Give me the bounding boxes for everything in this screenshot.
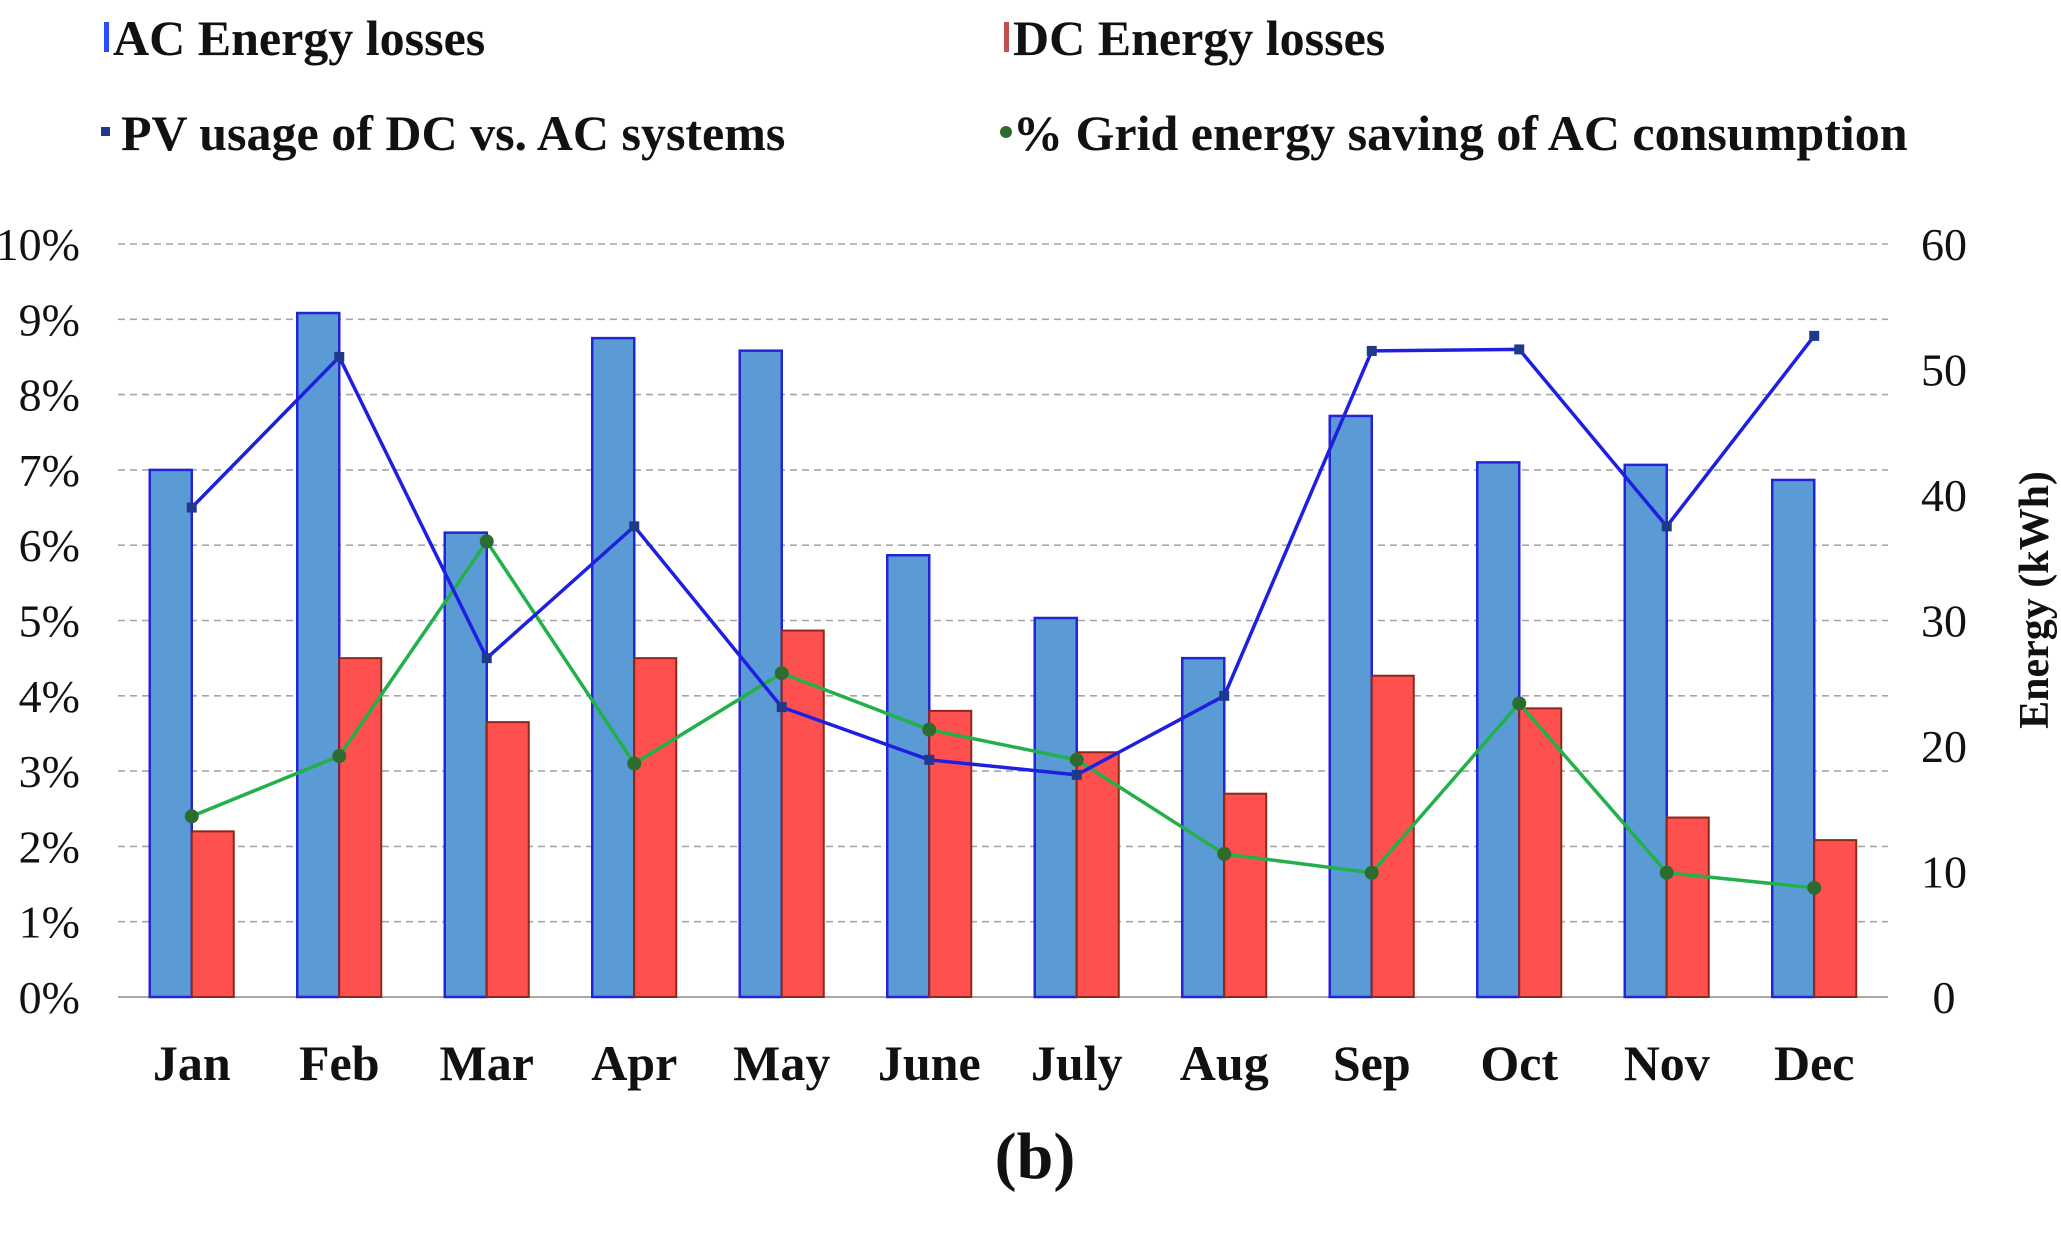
x-category-label: Aug [1180, 1035, 1269, 1091]
left-tick-label: 6% [19, 520, 80, 571]
x-category-label: Jan [153, 1035, 231, 1091]
line-grid-energy-saving [191, 539, 1815, 890]
bar-dc-energy-losses [1223, 792, 1268, 998]
point-grid-energy-saving [1364, 865, 1379, 880]
bar-dc-energy-losses [1518, 707, 1563, 998]
right-tick-label: 20 [1921, 721, 1967, 772]
line-series [184, 330, 1822, 895]
point-pv-usage [1219, 690, 1230, 701]
bar-dc-energy-losses [1813, 839, 1858, 998]
point-pv-usage [1366, 345, 1377, 356]
x-category-label: Apr [591, 1035, 677, 1091]
point-grid-energy-saving [627, 756, 642, 771]
point-pv-usage [629, 521, 640, 532]
bar-ac-energy-losses [738, 349, 783, 999]
legend-marker-pv-usage [101, 127, 110, 136]
x-category-label: June [878, 1035, 981, 1091]
right-tick-label: 10 [1921, 847, 1967, 898]
point-pv-usage [924, 754, 935, 765]
bar-dc-energy-losses [485, 721, 530, 999]
x-category-label: Oct [1480, 1035, 1558, 1091]
right-tick-label: 40 [1921, 470, 1967, 521]
point-pv-usage [776, 702, 787, 713]
left-tick-label: 8% [19, 370, 80, 421]
bar-ac-energy-losses [886, 553, 931, 999]
left-tick-label: 3% [19, 746, 80, 797]
bar-ac-energy-losses [1623, 463, 1668, 999]
left-tick-label: 0% [19, 972, 80, 1023]
bar-ac-energy-losses [148, 468, 193, 999]
bar-dc-energy-losses [1075, 751, 1120, 999]
bar-ac-energy-losses [591, 336, 636, 999]
legend-label-ac-losses: AC Energy losses [113, 10, 485, 66]
x-category-label: Dec [1774, 1035, 1855, 1091]
legend-label-grid-saving: % Grid energy saving of AC consumption [1013, 105, 1908, 161]
bar-ac-energy-losses [1033, 616, 1078, 999]
point-grid-energy-saving [332, 749, 347, 764]
point-pv-usage [186, 502, 197, 513]
legend-label-dc-losses: DC Energy losses [1013, 10, 1385, 66]
point-pv-usage [1071, 769, 1082, 780]
left-tick-label: 1% [19, 897, 80, 948]
legend-label-pv-usage: PV usage of DC vs. AC systems [121, 105, 785, 161]
x-category-label: July [1031, 1035, 1123, 1091]
axis-ticks: 0% 1% 2% 3% 4% 5% 6% 7% 8% 9% 10% 0 10 20 30 40 50 60 Jan F… [0, 219, 1967, 1091]
point-grid-energy-saving [1512, 696, 1527, 711]
figure-caption: (b) [995, 1120, 1076, 1193]
bar-dc-energy-losses [928, 709, 973, 998]
x-category-label: Feb [299, 1035, 380, 1091]
point-pv-usage [1661, 521, 1672, 532]
right-tick-label: 60 [1921, 219, 1967, 270]
left-tick-label: 4% [19, 671, 80, 722]
x-category-label: Mar [440, 1035, 534, 1091]
legend: AC Energy losses DC Energy losses PV usa… [101, 10, 1908, 161]
point-grid-energy-saving [1807, 880, 1822, 895]
right-tick-label: 0 [1933, 972, 1956, 1023]
bar-ac-energy-losses [1771, 478, 1816, 999]
right-tick-label: 30 [1921, 596, 1967, 647]
point-grid-energy-saving [1659, 865, 1674, 880]
point-grid-energy-saving [479, 534, 494, 549]
x-category-label: Nov [1624, 1035, 1710, 1091]
gridlines [118, 243, 1888, 998]
bar-dc-energy-losses [1665, 816, 1710, 998]
point-pv-usage [1809, 330, 1820, 341]
bar-dc-energy-losses [338, 657, 383, 999]
left-tick-label: 10% [0, 219, 80, 270]
point-grid-energy-saving [774, 666, 789, 681]
point-grid-energy-saving [1069, 752, 1084, 767]
bar-ac-energy-losses [1328, 414, 1373, 999]
left-tick-label: 9% [19, 294, 80, 345]
point-pv-usage [334, 351, 345, 362]
right-axis-title: Energy (kWh) [2012, 471, 2058, 729]
line-pv-usage [190, 334, 1816, 777]
legend-swatch-ac-losses [104, 22, 109, 52]
x-category-label: Sep [1333, 1035, 1411, 1091]
point-grid-energy-saving [1217, 846, 1232, 861]
bar-series [148, 311, 1858, 999]
point-grid-energy-saving [184, 809, 199, 824]
bar-ac-energy-losses [443, 531, 488, 999]
bar-ac-energy-losses [296, 311, 341, 999]
x-category-label: May [733, 1035, 830, 1091]
point-grid-energy-saving [922, 722, 937, 737]
point-pv-usage [1514, 344, 1525, 355]
bar-dc-energy-losses [190, 830, 235, 999]
bar-dc-energy-losses [633, 657, 678, 999]
right-tick-label: 50 [1921, 345, 1967, 396]
left-tick-label: 2% [19, 821, 80, 872]
bar-dc-energy-losses [1370, 674, 1415, 998]
legend-swatch-dc-losses [1004, 22, 1009, 52]
bar-dc-energy-losses [780, 629, 825, 998]
left-tick-label: 7% [19, 445, 80, 496]
point-pv-usage [481, 653, 492, 664]
legend-marker-grid-saving [1000, 126, 1012, 138]
left-tick-label: 5% [19, 596, 80, 647]
